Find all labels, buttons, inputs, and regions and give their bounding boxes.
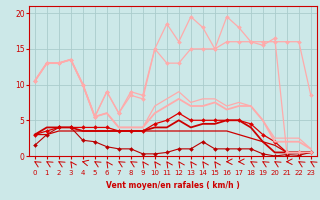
X-axis label: Vent moyen/en rafales ( km/h ): Vent moyen/en rafales ( km/h ) <box>106 181 240 190</box>
